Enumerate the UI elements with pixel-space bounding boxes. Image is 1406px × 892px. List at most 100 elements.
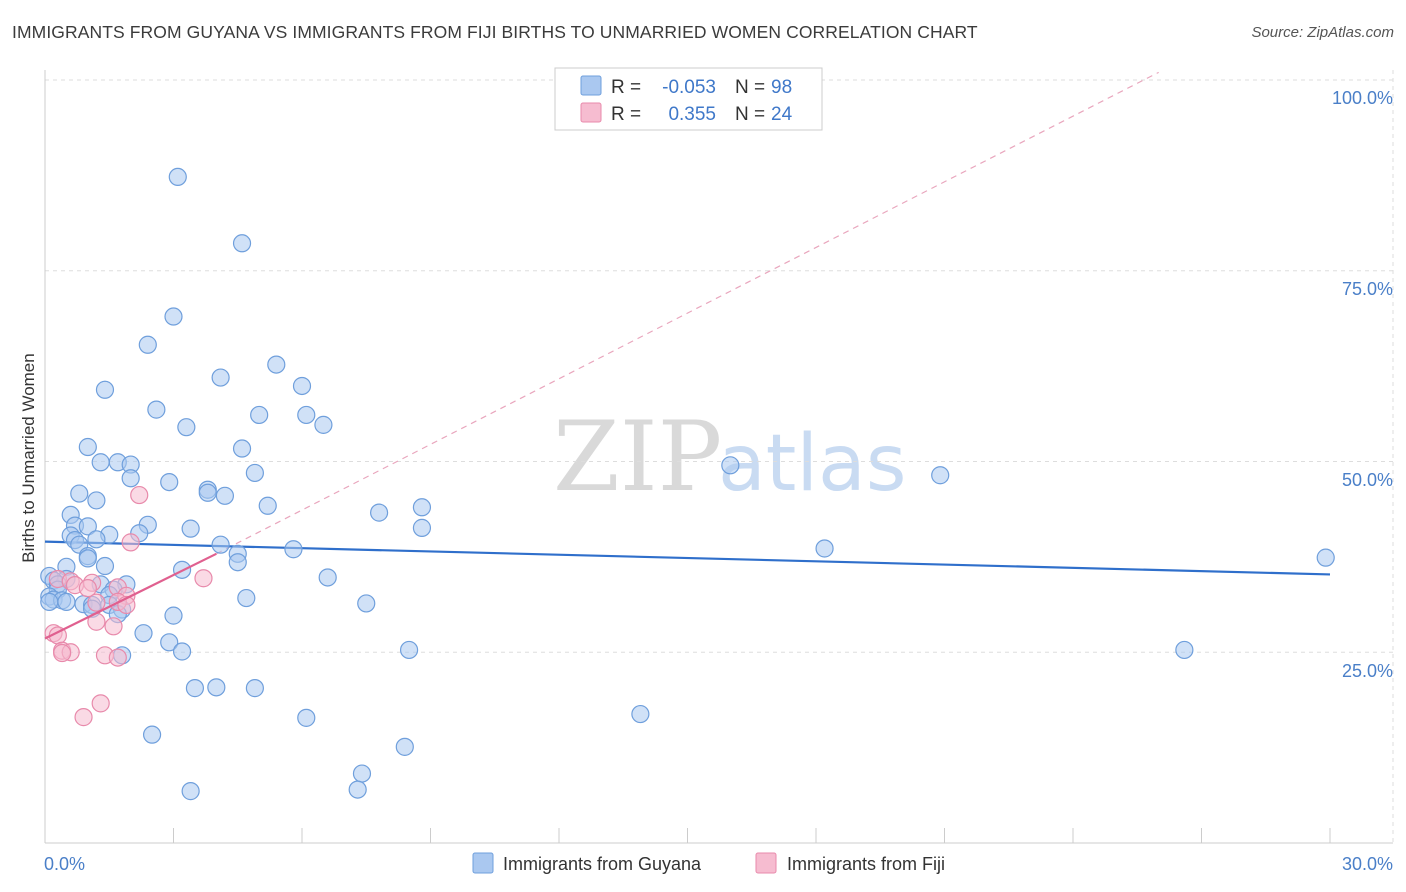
fiji-point-11 <box>87 593 106 612</box>
legend-n-label-guyana: N = <box>735 77 765 98</box>
bottom-legend-label-fiji: Immigrants from Fiji <box>787 854 945 874</box>
stats-legend: R = -0.053 N = 98 R = 0.355 N = 24 <box>554 67 823 131</box>
legend-swatch-guyana <box>580 75 602 96</box>
guyana-point-29 <box>412 498 432 517</box>
guyana-point-89 <box>142 725 162 744</box>
legend-r-value-fiji: 0.355 <box>668 104 716 125</box>
guyana-point-93 <box>181 782 200 801</box>
guyana-point-0 <box>168 167 187 187</box>
legend-n-label-fiji: N = <box>735 104 765 125</box>
guyana-point-72 <box>237 588 256 608</box>
guyana-point-28 <box>258 496 277 515</box>
fiji-point-21 <box>108 648 127 667</box>
series-fiji-points <box>44 485 217 727</box>
legend-r-value-guyana: -0.053 <box>662 77 716 98</box>
bottom-legend-swatch-fiji <box>755 852 777 874</box>
guyana-point-46 <box>1316 548 1335 567</box>
y-tick-label-75: 75.0% <box>1342 279 1393 299</box>
y-tick-label-25: 25.0% <box>1342 661 1393 681</box>
guyana-point-78 <box>134 624 153 643</box>
guyana-point-84 <box>185 679 205 698</box>
guyana-point-35 <box>181 519 200 538</box>
source-credit: Source: ZipAtlas.com <box>1251 24 1394 41</box>
guyana-point-73 <box>357 594 376 613</box>
guyana-point-8 <box>147 400 166 419</box>
guyana-point-50 <box>228 553 247 572</box>
guyana-point-79 <box>160 633 179 652</box>
guyana-point-3 <box>138 335 157 354</box>
fiji-trend-extension <box>216 71 1159 555</box>
guyana-point-91 <box>352 764 372 783</box>
guyana-point-5 <box>211 368 230 387</box>
guyana-point-87 <box>297 708 316 727</box>
guyana-point-10 <box>297 405 316 425</box>
y-tick-labels: 100.0% 75.0% 50.0% 25.0% <box>1332 88 1393 681</box>
guyana-point-33 <box>78 517 97 536</box>
guyana-point-67 <box>40 592 59 611</box>
guyana-point-41 <box>87 530 106 549</box>
guyana-point-25 <box>70 484 89 503</box>
guyana-point-27 <box>87 491 106 510</box>
guyana-point-43 <box>211 535 230 554</box>
guyana-point-48 <box>78 549 97 568</box>
guyana-point-68 <box>57 592 76 611</box>
fiji-point-0 <box>130 485 149 505</box>
guyana-point-86 <box>245 679 264 698</box>
guyana-point-80 <box>172 642 192 661</box>
guyana-point-11 <box>177 418 196 437</box>
guyana-point-30 <box>370 503 389 522</box>
watermark-zip: ZIP <box>553 401 722 513</box>
guyana-point-4 <box>267 355 286 374</box>
fiji-point-1 <box>121 533 140 552</box>
guyana-point-18 <box>245 463 264 483</box>
y-tick-label-100: 100.0% <box>1332 88 1393 108</box>
legend-n-value-guyana: 98 <box>771 77 792 98</box>
guyana-point-22 <box>160 473 179 492</box>
guyana-point-12 <box>314 415 333 434</box>
fiji-point-7 <box>78 579 97 598</box>
guyana-point-85 <box>207 678 226 697</box>
fiji-trend-line <box>44 552 217 640</box>
fiji-point-19 <box>53 643 72 663</box>
guyana-point-90 <box>395 737 414 756</box>
fiji-point-14 <box>104 617 123 636</box>
fiji-point-5 <box>194 569 213 588</box>
guyana-point-7 <box>95 380 115 399</box>
trend-lines <box>44 71 1331 576</box>
guyana-point-1 <box>232 234 252 253</box>
guyana-point-52 <box>95 556 115 576</box>
guyana-point-24 <box>198 483 217 502</box>
axes <box>44 70 1393 844</box>
guyana-point-19 <box>721 456 740 475</box>
legend-n-value-fiji: 24 <box>771 104 793 125</box>
guyana-point-9 <box>250 405 269 425</box>
guyana-point-54 <box>318 568 337 587</box>
guyana-point-15 <box>91 453 110 472</box>
legend-swatch-fiji <box>580 102 602 123</box>
legend-r-label-fiji: R = <box>611 104 641 125</box>
guyana-point-82 <box>399 640 419 660</box>
watermark-atlas: atlas <box>718 419 907 509</box>
guyana-point-14 <box>232 439 252 458</box>
guyana-point-21 <box>121 469 140 488</box>
x-tick-label-max: 30.0% <box>1342 854 1393 874</box>
guyana-point-88 <box>631 704 650 724</box>
fiji-point-23 <box>74 708 93 727</box>
guyana-point-20 <box>931 466 950 485</box>
legend-r-label-guyana: R = <box>611 77 641 98</box>
series-legend: Immigrants from Guyana Immigrants from F… <box>472 852 945 874</box>
guyana-point-44 <box>284 540 303 559</box>
guyana-point-2 <box>164 307 183 326</box>
fiji-point-22 <box>91 694 110 713</box>
guyana-point-45 <box>815 539 834 558</box>
guyana-point-77 <box>164 606 183 625</box>
y-axis-label: Births to Unmarried Women <box>19 353 38 562</box>
bottom-legend-label-guyana: Immigrants from Guyana <box>503 854 702 874</box>
guyana-trend-line <box>44 540 1331 576</box>
guyana-point-6 <box>292 376 312 396</box>
chart-title: IMMIGRANTS FROM GUYANA VS IMMIGRANTS FRO… <box>12 22 978 42</box>
guyana-point-36 <box>412 518 432 537</box>
guyana-point-92 <box>348 780 367 799</box>
x-tick-label-min: 0.0% <box>44 854 85 874</box>
